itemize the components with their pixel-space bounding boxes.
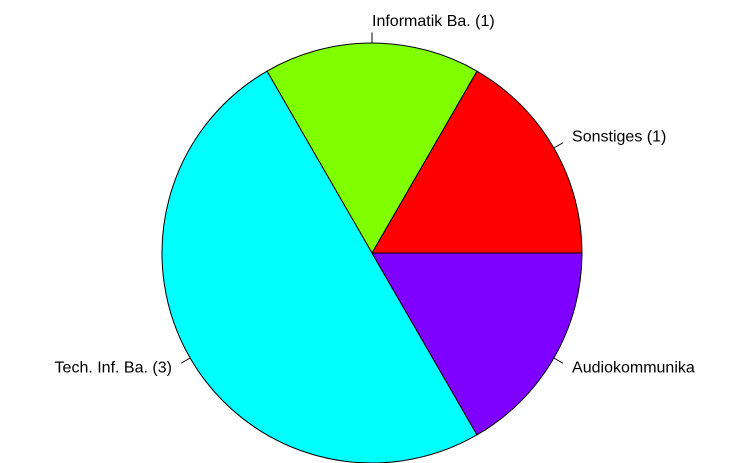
slice-label: Audiokommunika — [572, 360, 695, 377]
pie-slice — [371, 70, 583, 254]
leader-line — [553, 357, 564, 364]
slice-label: Informatik Ba. (1) — [372, 13, 495, 30]
leader-line — [180, 357, 191, 364]
slice-label: Tech. Inf. Ba. (3) — [55, 360, 172, 377]
pie-slice — [266, 42, 478, 254]
leader-line — [553, 142, 564, 149]
pie-slice — [371, 252, 583, 436]
slice-label: Sonstiges (1) — [572, 129, 666, 146]
